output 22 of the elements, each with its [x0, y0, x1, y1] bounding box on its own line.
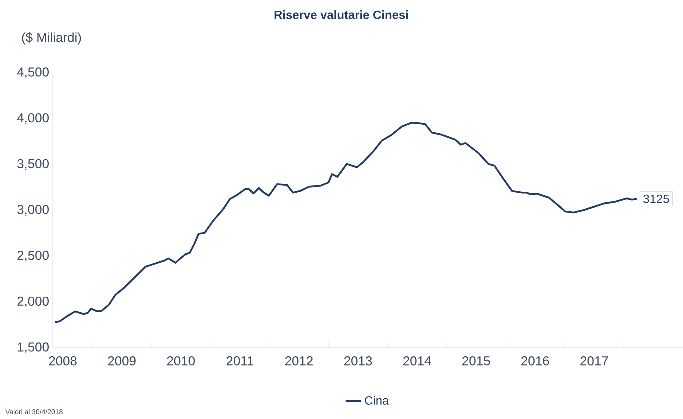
chart-title: Riserve valutarie Cinesi [274, 10, 408, 20]
y-tick-label: 4,000 [17, 113, 49, 124]
x-tick-label: 2011 [226, 356, 254, 366]
y-tick-label: 3,000 [18, 205, 49, 216]
x-tick-label: 2013 [344, 356, 372, 366]
x-tick-label: 2009 [108, 356, 136, 366]
legend-label: Cina [365, 396, 390, 405]
x-tick-label: 2014 [404, 356, 432, 366]
x-tick-label: 2017 [580, 356, 608, 366]
x-tick-label: 2008 [49, 356, 77, 366]
x-tick-label: 2015 [462, 356, 490, 366]
y-tick-label: 3,500 [18, 159, 49, 170]
x-tick-label: 2016 [522, 356, 550, 366]
y-axis-title: ($ Miliardi) [22, 32, 82, 45]
x-tick-label: 2012 [285, 356, 313, 366]
y-tick-label: 1,500 [18, 342, 49, 354]
y-tick-label: 4,500 [17, 68, 49, 78]
annotation: 3125 [644, 194, 670, 204]
line-series [54, 122, 638, 324]
y-tick-label: 2,000 [18, 296, 49, 308]
y-tick-label: 2,500 [18, 250, 49, 262]
x-tick-label: 2010 [167, 356, 196, 366]
